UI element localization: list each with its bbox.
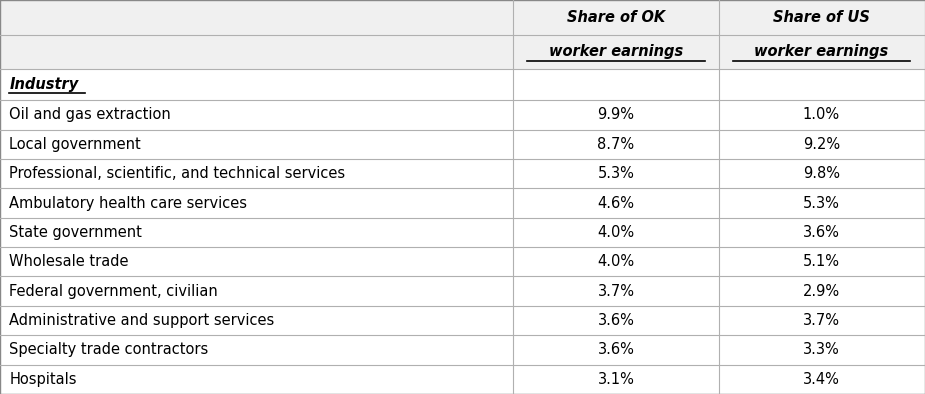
Text: 5.3%: 5.3% <box>598 166 635 181</box>
Bar <box>513 0 719 35</box>
Bar <box>0 335 925 364</box>
Bar <box>0 277 925 306</box>
Text: worker earnings: worker earnings <box>549 45 684 59</box>
Text: 3.4%: 3.4% <box>803 372 840 387</box>
Text: 9.9%: 9.9% <box>598 108 635 123</box>
Text: Share of US: Share of US <box>773 10 870 25</box>
Text: 9.2%: 9.2% <box>803 137 840 152</box>
Text: Ambulatory health care services: Ambulatory health care services <box>9 195 247 210</box>
Text: Local government: Local government <box>9 137 141 152</box>
Text: 2.9%: 2.9% <box>803 284 840 299</box>
Bar <box>0 69 925 100</box>
Text: Hospitals: Hospitals <box>9 372 77 387</box>
Text: 3.1%: 3.1% <box>598 372 635 387</box>
Text: Oil and gas extraction: Oil and gas extraction <box>9 108 171 123</box>
Text: 9.8%: 9.8% <box>803 166 840 181</box>
Text: Wholesale trade: Wholesale trade <box>9 254 129 269</box>
Bar <box>0 159 925 188</box>
Text: 4.0%: 4.0% <box>598 225 635 240</box>
Text: 4.6%: 4.6% <box>598 195 635 210</box>
Bar <box>0 100 925 130</box>
Text: Industry: Industry <box>9 77 79 92</box>
Text: 8.7%: 8.7% <box>598 137 635 152</box>
Text: Administrative and support services: Administrative and support services <box>9 313 275 328</box>
Text: 3.6%: 3.6% <box>598 342 635 357</box>
Text: Share of OK: Share of OK <box>567 10 665 25</box>
Bar <box>0 130 925 159</box>
Text: 3.6%: 3.6% <box>803 225 840 240</box>
Text: Specialty trade contractors: Specialty trade contractors <box>9 342 208 357</box>
Bar <box>719 0 924 35</box>
Text: Professional, scientific, and technical services: Professional, scientific, and technical … <box>9 166 345 181</box>
Bar <box>0 364 925 394</box>
Bar <box>0 306 925 335</box>
Bar <box>0 247 925 277</box>
Text: State government: State government <box>9 225 142 240</box>
Text: 3.7%: 3.7% <box>598 284 635 299</box>
Bar <box>0 35 513 69</box>
Bar <box>0 188 925 218</box>
Text: 1.0%: 1.0% <box>803 108 840 123</box>
Bar <box>0 0 513 35</box>
Text: 3.7%: 3.7% <box>803 313 840 328</box>
Bar <box>719 35 924 69</box>
Text: 3.6%: 3.6% <box>598 313 635 328</box>
Bar <box>513 35 719 69</box>
Text: Federal government, civilian: Federal government, civilian <box>9 284 218 299</box>
Bar <box>0 218 925 247</box>
Text: 4.0%: 4.0% <box>598 254 635 269</box>
Text: 3.3%: 3.3% <box>803 342 840 357</box>
Text: 5.3%: 5.3% <box>803 195 840 210</box>
Text: worker earnings: worker earnings <box>754 45 889 59</box>
Text: 5.1%: 5.1% <box>803 254 840 269</box>
